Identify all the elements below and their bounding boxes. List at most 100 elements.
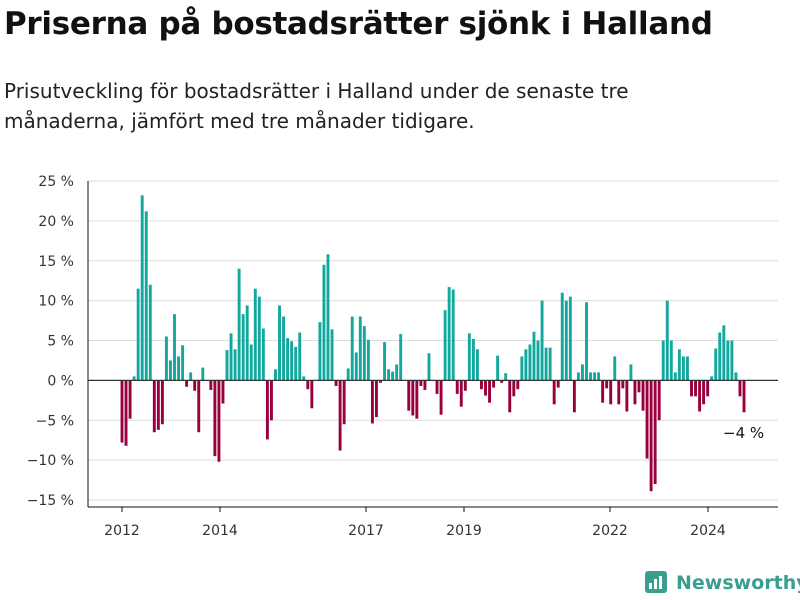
bar-negative	[625, 380, 629, 412]
bar-negative	[455, 380, 459, 394]
bar-negative	[552, 380, 556, 405]
x-tick-label: 2019	[446, 523, 482, 539]
bar-positive	[673, 372, 677, 381]
bar-positive	[237, 268, 241, 381]
bar-positive	[629, 364, 633, 381]
bar-negative	[338, 380, 342, 451]
bar-positive	[233, 349, 237, 381]
bar-negative	[488, 380, 491, 403]
y-tick-label: −10 %	[27, 453, 74, 469]
bar-positive	[274, 369, 277, 381]
bar-negative	[698, 380, 702, 412]
bar-negative	[508, 380, 512, 413]
bar-negative	[269, 380, 273, 421]
bar-negative	[411, 380, 415, 416]
bar-negative	[375, 380, 378, 418]
bar-negative	[480, 380, 483, 390]
bar-negative	[645, 380, 649, 459]
y-tick-label: 15 %	[38, 254, 74, 270]
bar-positive	[427, 353, 431, 381]
bar-negative	[516, 380, 520, 390]
bar-negative	[407, 380, 411, 411]
bar-positive	[544, 347, 548, 381]
bar-positive	[722, 325, 726, 381]
bar-positive	[326, 254, 330, 381]
bar-negative	[415, 380, 419, 419]
bar-negative	[500, 380, 504, 383]
bar-negative	[265, 380, 269, 440]
bar-positive	[714, 348, 718, 381]
bar-negative	[423, 380, 427, 390]
bar-positive	[201, 367, 205, 381]
bar-positive	[589, 372, 592, 381]
y-tick-label: 0 %	[47, 373, 74, 389]
bar-positive	[294, 346, 298, 381]
bar-positive	[290, 341, 294, 381]
bar-positive	[532, 331, 536, 381]
bar-positive	[249, 344, 253, 381]
bar-negative	[221, 380, 225, 404]
bar-negative	[492, 380, 496, 388]
bar-positive	[229, 333, 233, 381]
bar-positive	[467, 333, 471, 381]
bar-negative	[459, 380, 463, 407]
bar-negative	[633, 380, 637, 405]
bar-positive	[524, 349, 528, 381]
bar-positive	[585, 302, 588, 381]
bar-negative	[213, 380, 217, 457]
axes	[87, 181, 778, 508]
bar-negative	[484, 380, 487, 396]
bar-positive	[560, 292, 564, 381]
bar-positive	[253, 288, 257, 381]
bar-positive	[282, 316, 286, 381]
bar-negative	[637, 380, 641, 393]
bar-negative	[334, 380, 338, 386]
bar-negative	[370, 380, 374, 424]
bar-positive	[475, 349, 479, 381]
bar-positive	[286, 338, 290, 381]
bar-positive	[661, 340, 665, 381]
bar-positive	[593, 372, 597, 381]
bar-positive	[568, 296, 572, 381]
bar-positive	[330, 329, 334, 381]
bar-positive	[148, 284, 152, 381]
gridlines	[88, 180, 778, 501]
page-subtitle: Prisutveckling för bostadsrätter i Halla…	[4, 79, 629, 133]
last-value-annotation: −4 %	[723, 424, 764, 442]
bar-negative	[463, 380, 467, 391]
x-axis-tick-labels: 2012 2014 2017 2019 2022 2024	[104, 507, 726, 539]
bar-positive	[496, 355, 500, 381]
bar-positive	[677, 349, 681, 381]
bar-chart: −15 % −10 % −5 % 0 % 5 % 10 % 15 % 20 % 25 % 201…	[27, 174, 778, 539]
brand-name: Newsworthy	[676, 572, 800, 594]
bar-positive	[451, 289, 455, 381]
bar-positive	[710, 376, 714, 381]
bar-negative	[310, 380, 314, 409]
bar-negative	[197, 380, 201, 433]
bar-positive	[350, 316, 354, 381]
bar-positive	[734, 372, 738, 381]
bar-positive	[665, 300, 669, 381]
bar-negative	[690, 380, 693, 397]
bar-positive	[366, 339, 370, 381]
bar-positive	[383, 342, 386, 381]
x-tick-label: 2012	[104, 523, 140, 539]
bar-positive	[354, 352, 358, 381]
bar-positive	[669, 340, 673, 381]
bar-positive	[164, 336, 168, 381]
bar-negative	[556, 380, 560, 388]
bar-positive	[302, 376, 306, 381]
bar-positive	[189, 372, 193, 381]
bar-negative	[641, 380, 645, 411]
bar-positive	[144, 211, 148, 381]
bar-positive	[322, 264, 326, 381]
bar-negative	[738, 380, 742, 397]
y-tick-label: −15 %	[27, 493, 74, 509]
bar-positive	[362, 326, 366, 381]
x-tick-label: 2024	[690, 523, 726, 539]
y-tick-label: 5 %	[47, 334, 74, 350]
bar-positive	[241, 314, 245, 381]
bar-positive	[261, 328, 265, 381]
bar-positive	[169, 360, 172, 381]
bar-positive	[564, 300, 568, 381]
